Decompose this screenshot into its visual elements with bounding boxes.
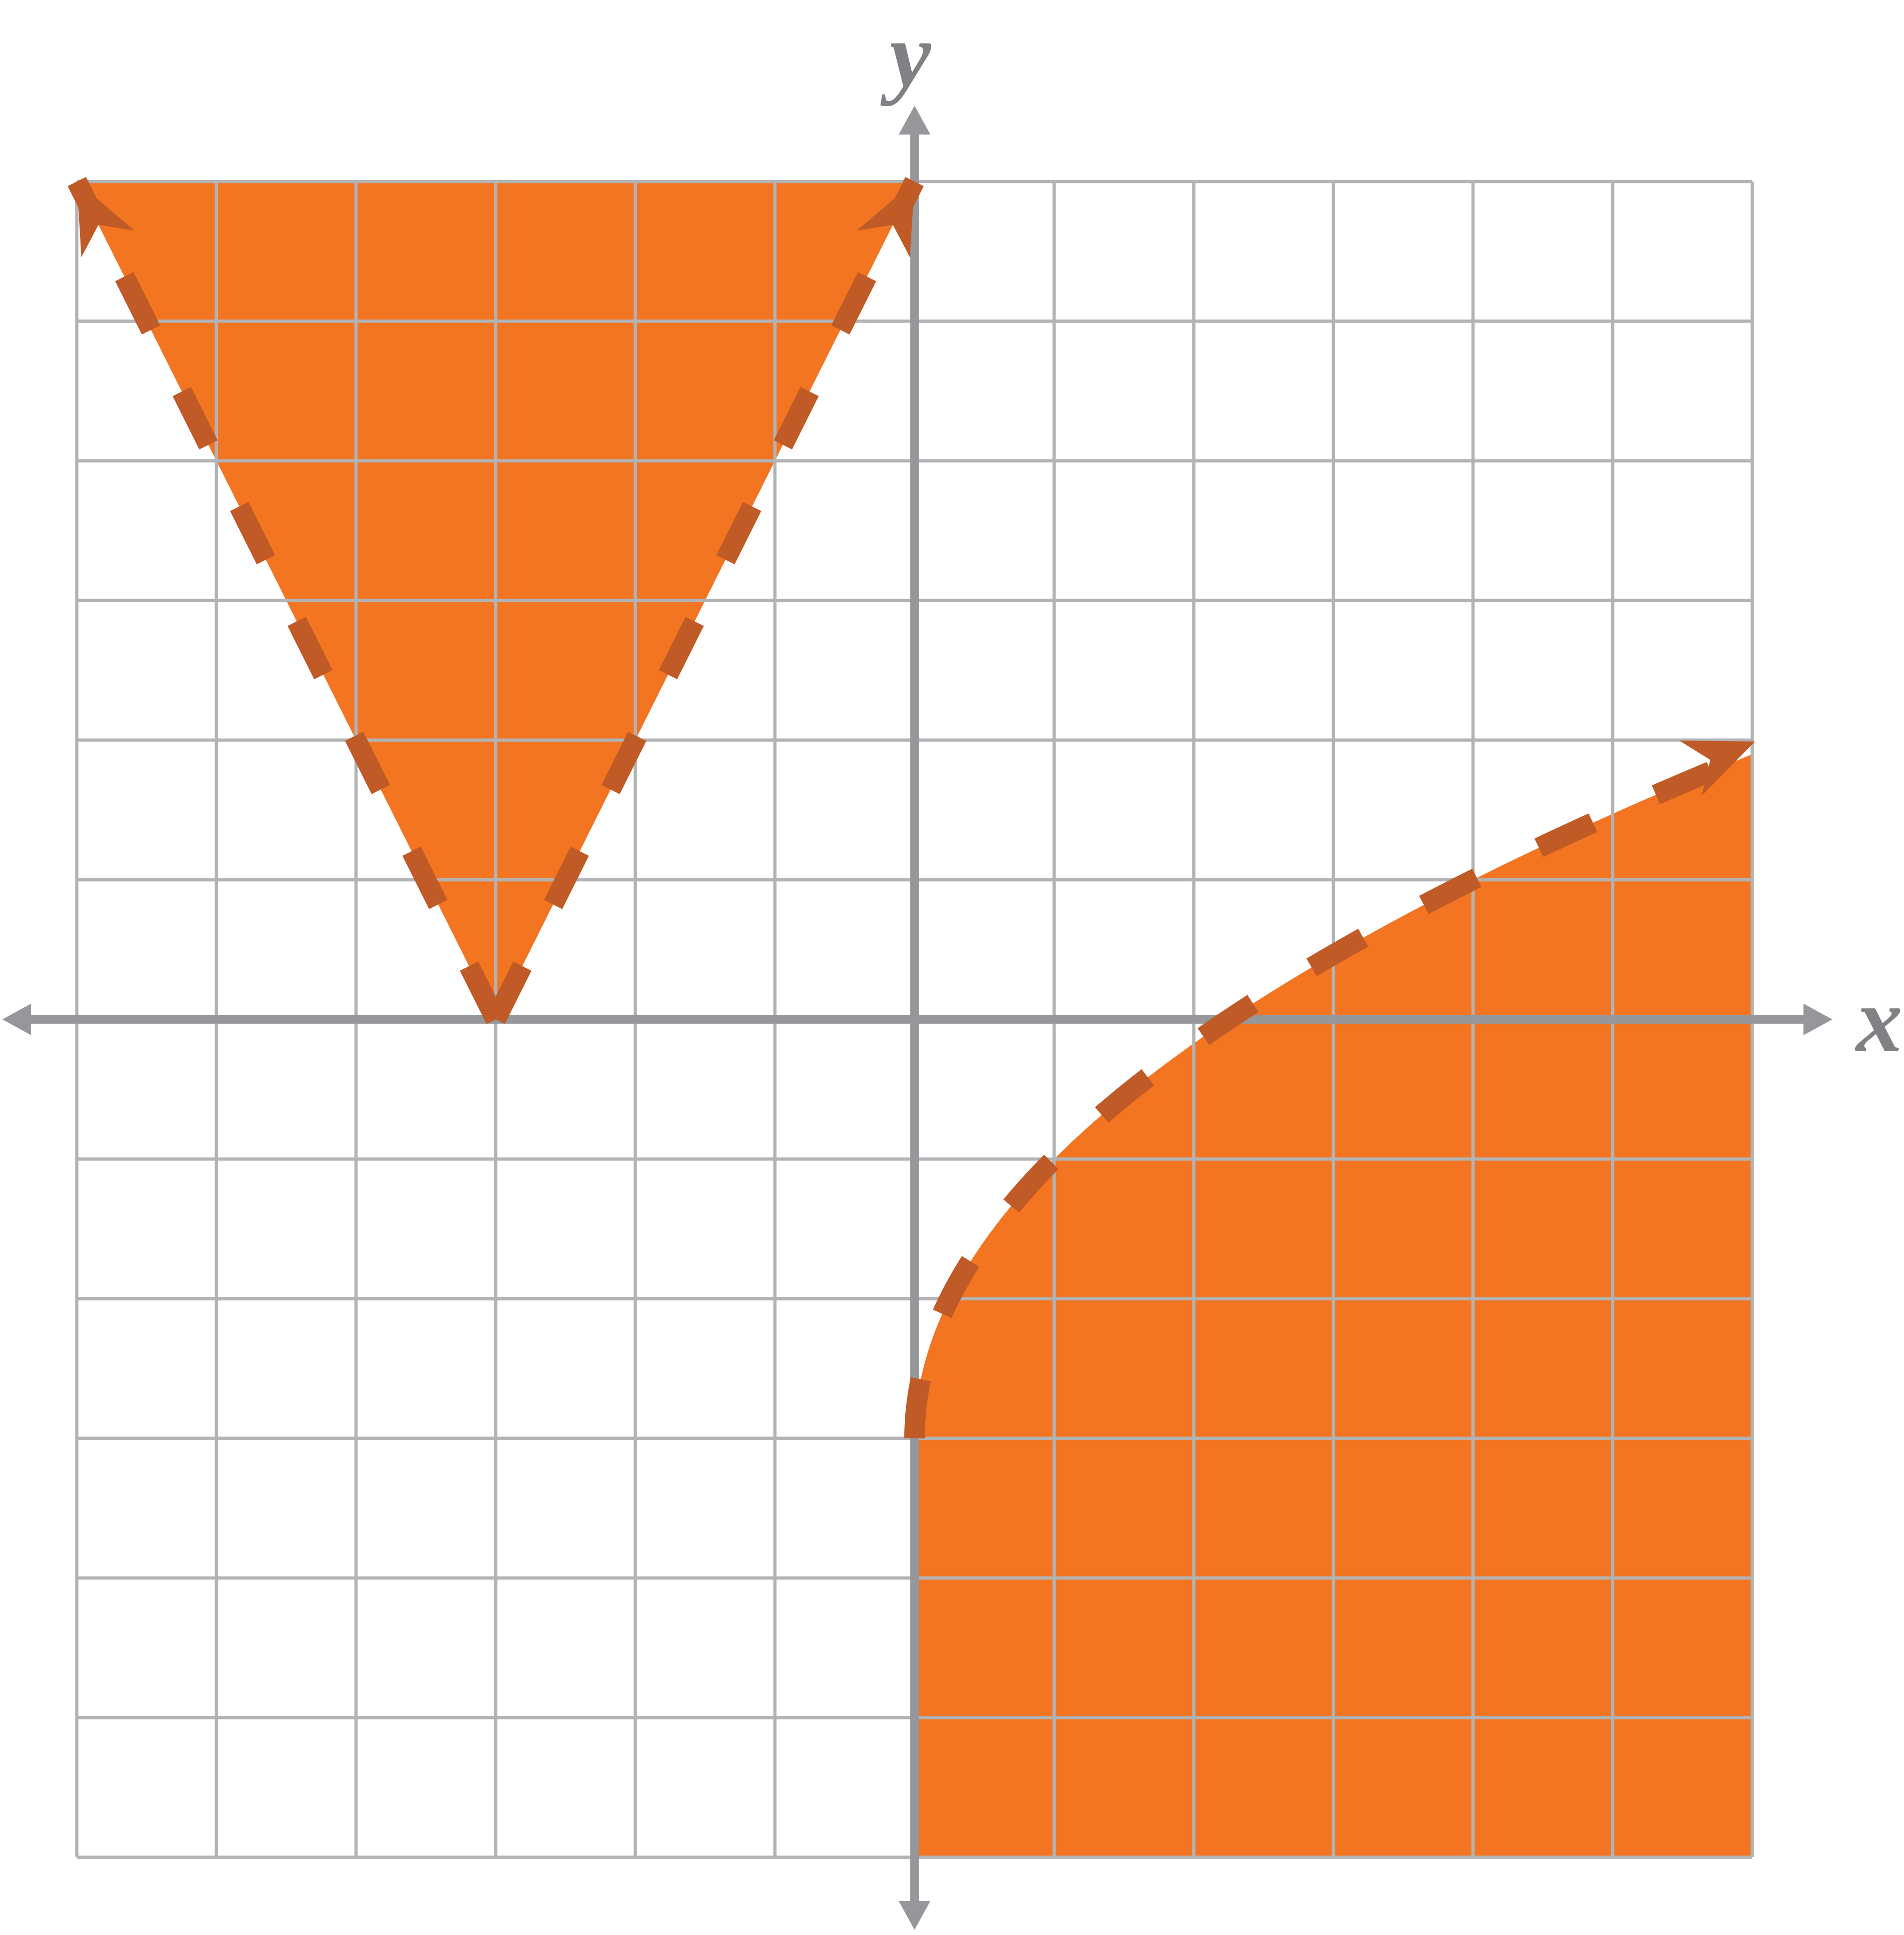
axis-arrowhead — [899, 106, 930, 135]
y-axis-label: y — [880, 4, 932, 107]
absolute-value-boundary-right — [486, 177, 924, 1024]
absolute-value-boundary-left — [67, 177, 505, 1024]
axis-arrowhead — [899, 1901, 930, 1930]
region-boundaries — [67, 177, 1755, 1439]
axis-arrowhead — [1803, 1004, 1832, 1035]
boundary-arrowhead — [1679, 740, 1755, 796]
axis-arrowhead — [2, 1004, 31, 1035]
square-root-boundary — [904, 749, 1745, 1439]
x-axis-label: x — [1855, 969, 1903, 1072]
boundary-arrowhead — [77, 182, 135, 257]
axes — [2, 106, 1832, 1930]
boundary-arrowhead — [856, 182, 915, 257]
